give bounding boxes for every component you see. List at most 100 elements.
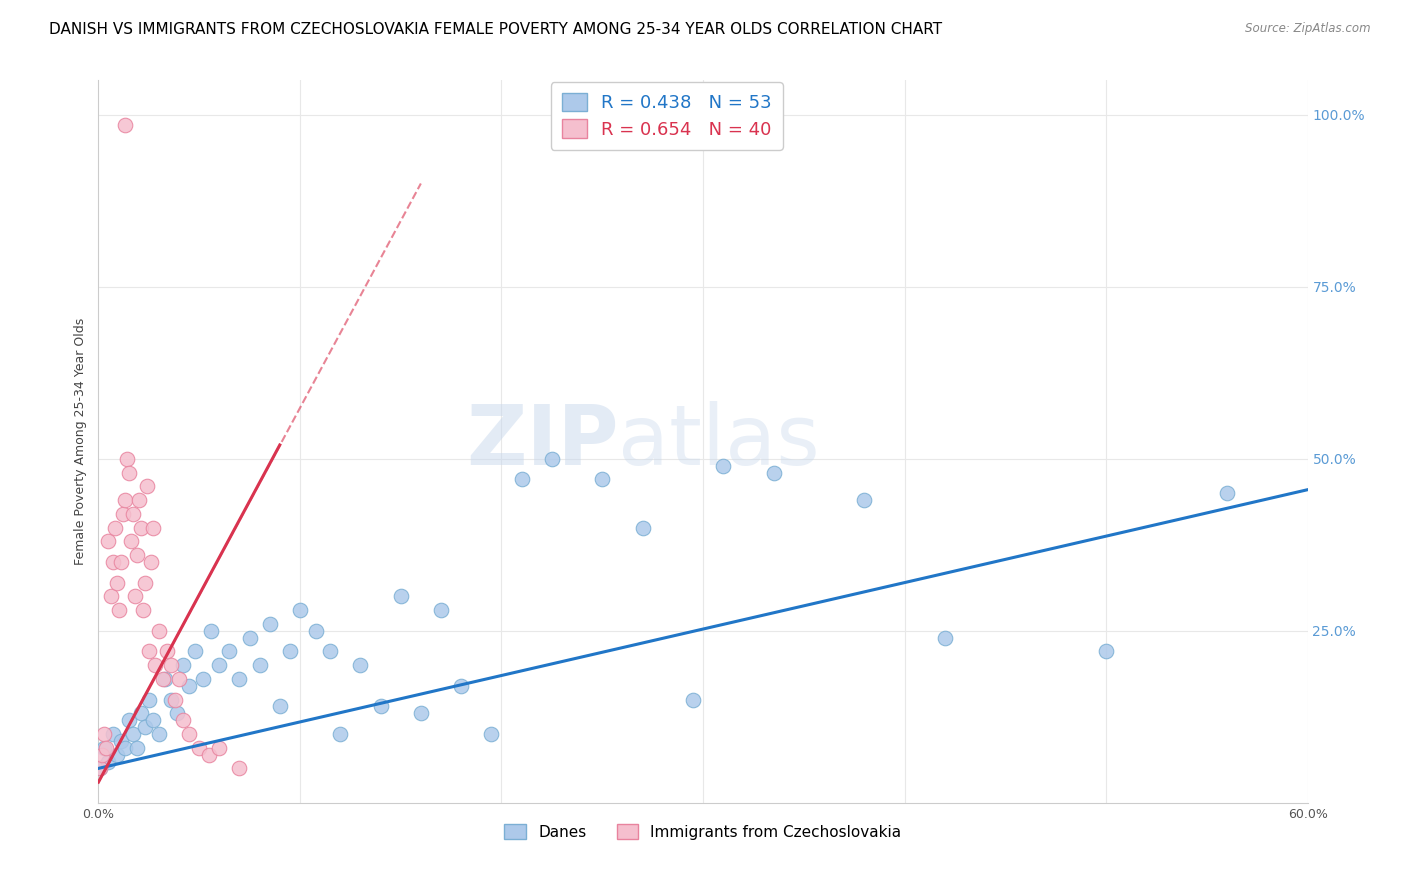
Y-axis label: Female Poverty Among 25-34 Year Olds: Female Poverty Among 25-34 Year Olds bbox=[75, 318, 87, 566]
Danes bbox=[129, 706, 152, 721]
Danes bbox=[1216, 486, 1239, 500]
Immigrants from Czechoslovakia bbox=[124, 590, 146, 604]
Danes bbox=[510, 472, 533, 486]
Immigrants from Czechoslovakia bbox=[179, 727, 201, 741]
Danes bbox=[166, 706, 188, 721]
Immigrants from Czechoslovakia bbox=[111, 507, 134, 521]
Immigrants from Czechoslovakia bbox=[128, 493, 150, 508]
Immigrants from Czechoslovakia bbox=[142, 520, 165, 534]
Immigrants from Czechoslovakia bbox=[167, 672, 190, 686]
Danes bbox=[259, 616, 281, 631]
Danes bbox=[370, 699, 392, 714]
Immigrants from Czechoslovakia bbox=[114, 493, 136, 508]
Immigrants from Czechoslovakia bbox=[138, 644, 160, 658]
Danes bbox=[389, 590, 412, 604]
Danes bbox=[121, 727, 143, 741]
Danes bbox=[278, 644, 301, 658]
Immigrants from Czechoslovakia bbox=[160, 658, 183, 673]
Danes bbox=[148, 727, 170, 741]
Danes bbox=[288, 603, 311, 617]
Danes bbox=[409, 706, 432, 721]
Text: DANISH VS IMMIGRANTS FROM CZECHOSLOVAKIA FEMALE POVERTY AMONG 25-34 YEAR OLDS CO: DANISH VS IMMIGRANTS FROM CZECHOSLOVAKIA… bbox=[49, 22, 942, 37]
Immigrants from Czechoslovakia bbox=[139, 555, 162, 569]
Danes bbox=[349, 658, 371, 673]
Immigrants from Czechoslovakia bbox=[188, 740, 211, 755]
Immigrants from Czechoslovakia bbox=[163, 692, 186, 706]
Text: ZIP: ZIP bbox=[465, 401, 619, 482]
Danes bbox=[93, 740, 115, 755]
Immigrants from Czechoslovakia bbox=[148, 624, 170, 638]
Danes bbox=[239, 631, 262, 645]
Danes bbox=[89, 761, 111, 775]
Immigrants from Czechoslovakia bbox=[143, 658, 166, 673]
Danes bbox=[184, 644, 207, 658]
Danes bbox=[319, 644, 342, 658]
Danes bbox=[118, 713, 141, 727]
Danes bbox=[134, 720, 156, 734]
Danes bbox=[682, 692, 704, 706]
Danes bbox=[125, 740, 148, 755]
Text: Source: ZipAtlas.com: Source: ZipAtlas.com bbox=[1246, 22, 1371, 36]
Immigrants from Czechoslovakia bbox=[129, 520, 152, 534]
Danes bbox=[934, 631, 956, 645]
Immigrants from Czechoslovakia bbox=[93, 727, 115, 741]
Danes bbox=[853, 493, 876, 508]
Danes bbox=[114, 740, 136, 755]
Danes bbox=[450, 679, 472, 693]
Immigrants from Czechoslovakia bbox=[121, 507, 143, 521]
Danes bbox=[179, 679, 201, 693]
Danes bbox=[153, 672, 176, 686]
Danes bbox=[329, 727, 352, 741]
Danes bbox=[711, 458, 734, 473]
Danes bbox=[269, 699, 291, 714]
Immigrants from Czechoslovakia bbox=[156, 644, 179, 658]
Immigrants from Czechoslovakia bbox=[105, 575, 128, 590]
Immigrants from Czechoslovakia bbox=[107, 603, 129, 617]
Immigrants from Czechoslovakia bbox=[135, 479, 157, 493]
Danes bbox=[249, 658, 271, 673]
Immigrants from Czechoslovakia bbox=[103, 520, 125, 534]
Danes bbox=[101, 727, 124, 741]
Immigrants from Czechoslovakia bbox=[134, 575, 156, 590]
Danes bbox=[631, 520, 654, 534]
Legend: Danes, Immigrants from Czechoslovakia: Danes, Immigrants from Czechoslovakia bbox=[498, 818, 908, 846]
Immigrants from Czechoslovakia bbox=[120, 534, 142, 549]
Danes bbox=[762, 466, 785, 480]
Danes bbox=[142, 713, 165, 727]
Danes bbox=[110, 734, 132, 748]
Danes bbox=[160, 692, 183, 706]
Immigrants from Czechoslovakia bbox=[110, 555, 132, 569]
Immigrants from Czechoslovakia bbox=[208, 740, 231, 755]
Immigrants from Czechoslovakia bbox=[114, 118, 136, 132]
Immigrants from Czechoslovakia bbox=[115, 451, 138, 466]
Danes bbox=[97, 755, 120, 769]
Immigrants from Czechoslovakia bbox=[172, 713, 194, 727]
Danes bbox=[208, 658, 231, 673]
Immigrants from Czechoslovakia bbox=[125, 548, 148, 562]
Danes bbox=[1095, 644, 1118, 658]
Danes bbox=[218, 644, 240, 658]
Danes bbox=[172, 658, 194, 673]
Danes bbox=[430, 603, 453, 617]
Immigrants from Czechoslovakia bbox=[89, 761, 111, 775]
Immigrants from Czechoslovakia bbox=[132, 603, 155, 617]
Immigrants from Czechoslovakia bbox=[152, 672, 174, 686]
Immigrants from Czechoslovakia bbox=[118, 466, 141, 480]
Danes bbox=[138, 692, 160, 706]
Immigrants from Czechoslovakia bbox=[97, 534, 120, 549]
Immigrants from Czechoslovakia bbox=[91, 747, 114, 762]
Immigrants from Czechoslovakia bbox=[228, 761, 250, 775]
Immigrants from Czechoslovakia bbox=[198, 747, 221, 762]
Immigrants from Czechoslovakia bbox=[96, 740, 118, 755]
Danes bbox=[540, 451, 562, 466]
Immigrants from Czechoslovakia bbox=[101, 555, 124, 569]
Immigrants from Czechoslovakia bbox=[100, 590, 122, 604]
Danes bbox=[228, 672, 250, 686]
Text: atlas: atlas bbox=[619, 401, 820, 482]
Danes bbox=[481, 727, 503, 741]
Danes bbox=[200, 624, 222, 638]
Danes bbox=[105, 747, 128, 762]
Danes bbox=[193, 672, 215, 686]
Danes bbox=[591, 472, 613, 486]
Danes bbox=[305, 624, 328, 638]
